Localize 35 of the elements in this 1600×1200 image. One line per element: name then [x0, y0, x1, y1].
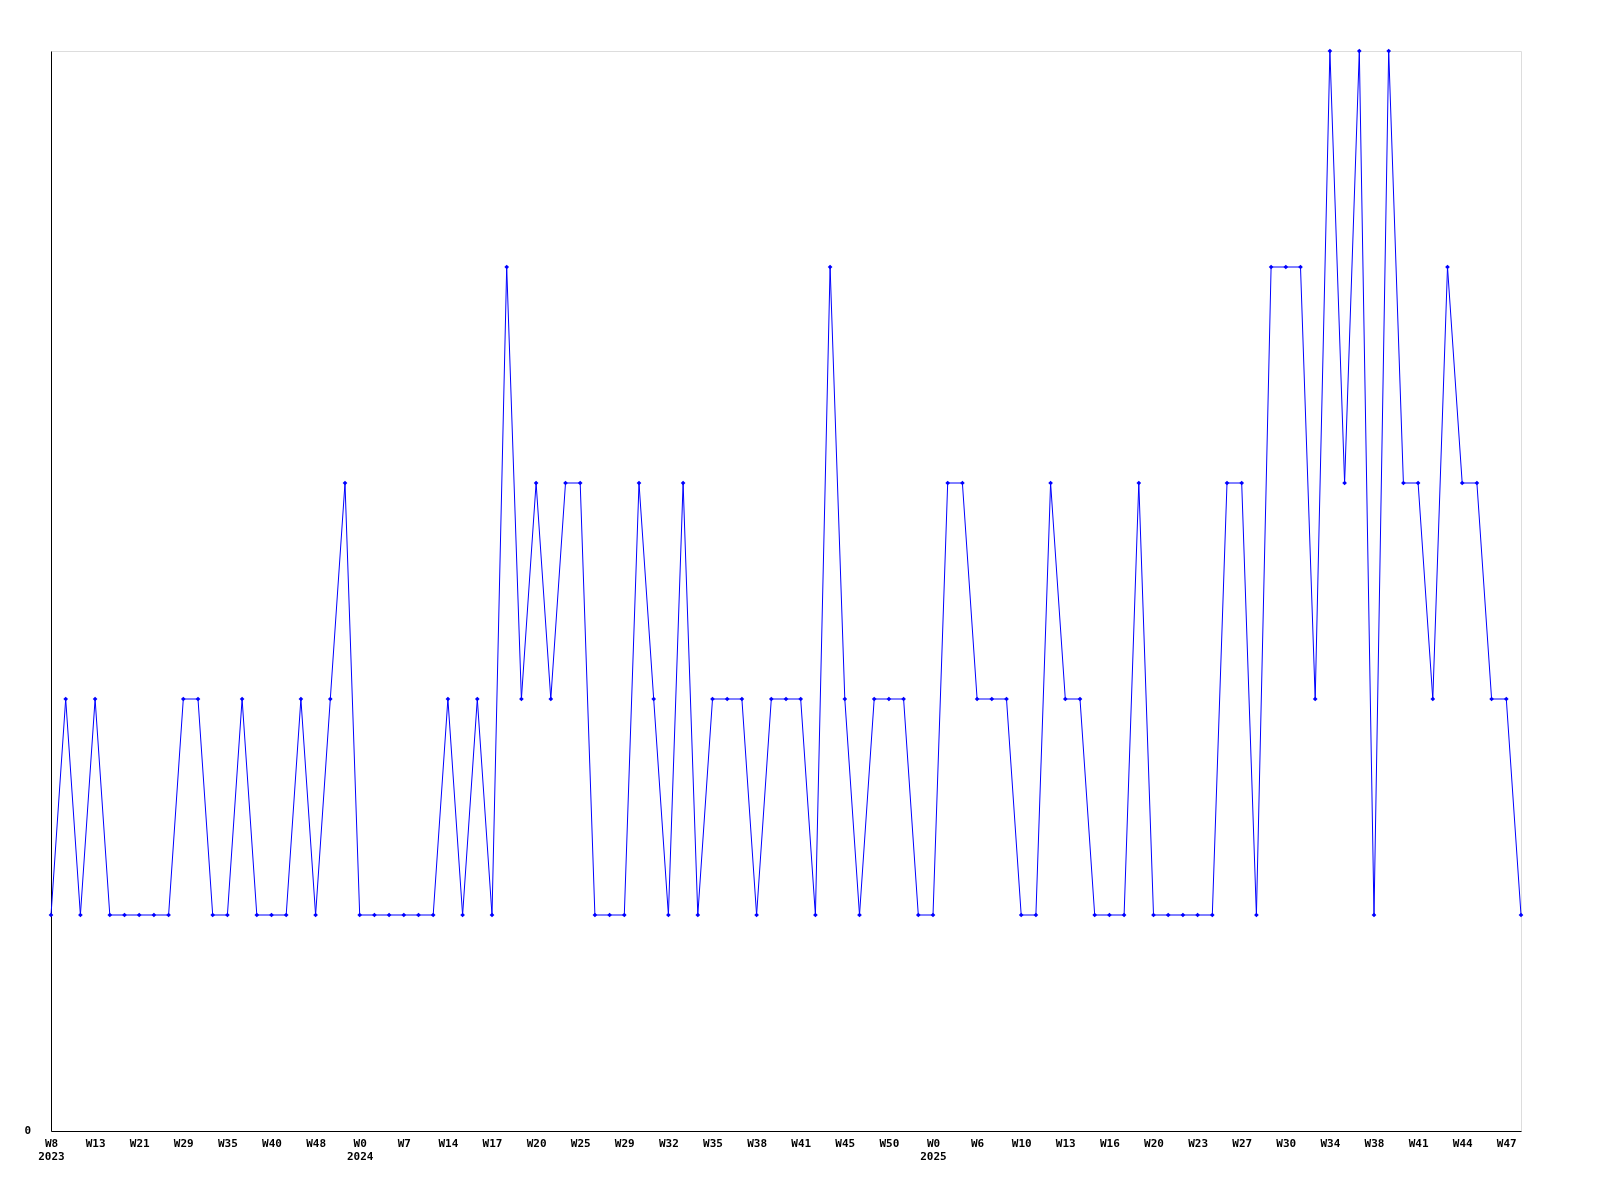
x-tick-label: W23	[1188, 1136, 1209, 1150]
x-tick-label: W0 2024	[346, 1136, 374, 1163]
x-tick-label: W30	[1276, 1136, 1297, 1150]
x-tick-label: W17	[482, 1136, 503, 1150]
x-tick-label: W6	[970, 1136, 985, 1150]
x-tick-label: W41	[1408, 1136, 1429, 1150]
x-tick-label: W25	[570, 1136, 591, 1150]
x-tick-label: W34	[1320, 1136, 1341, 1150]
x-tick-label: W29	[173, 1136, 194, 1150]
x-tick-label: W44	[1452, 1136, 1474, 1150]
x-tick-label: W32	[658, 1136, 679, 1150]
x-tick-label: W7	[397, 1136, 411, 1150]
x-tick-label: W16	[1099, 1136, 1121, 1150]
x-tick-label: W38	[747, 1136, 768, 1150]
x-tick-label: W20	[1144, 1136, 1164, 1150]
x-tick-label: W35	[217, 1136, 238, 1150]
x-tick-label: W38	[1364, 1136, 1385, 1150]
x-tick-label: W21	[129, 1136, 151, 1150]
x-tick-label: W50	[879, 1136, 900, 1150]
x-tick-label: W47	[1496, 1136, 1517, 1150]
x-tick-label: W40	[262, 1136, 282, 1150]
x-tick-label: W10	[1011, 1136, 1032, 1150]
x-tick-label: W0 2025	[920, 1136, 947, 1163]
x-tick-label: W13	[85, 1136, 106, 1150]
x-tick-label: W48	[306, 1136, 327, 1150]
x-tick-label: W20	[526, 1136, 547, 1150]
x-tick-label: W41	[791, 1136, 812, 1150]
x-tick-label: W8 2023	[38, 1136, 65, 1163]
x-tick-label: W14	[438, 1136, 459, 1150]
x-tick-label: W35	[703, 1136, 723, 1150]
text: 0	[24, 1124, 31, 1137]
x-tick-label: W13	[1055, 1136, 1076, 1150]
x-tick-label: W29	[614, 1136, 635, 1150]
x-tick-label: W27	[1232, 1136, 1253, 1150]
x-tick-label: W45	[835, 1136, 856, 1150]
